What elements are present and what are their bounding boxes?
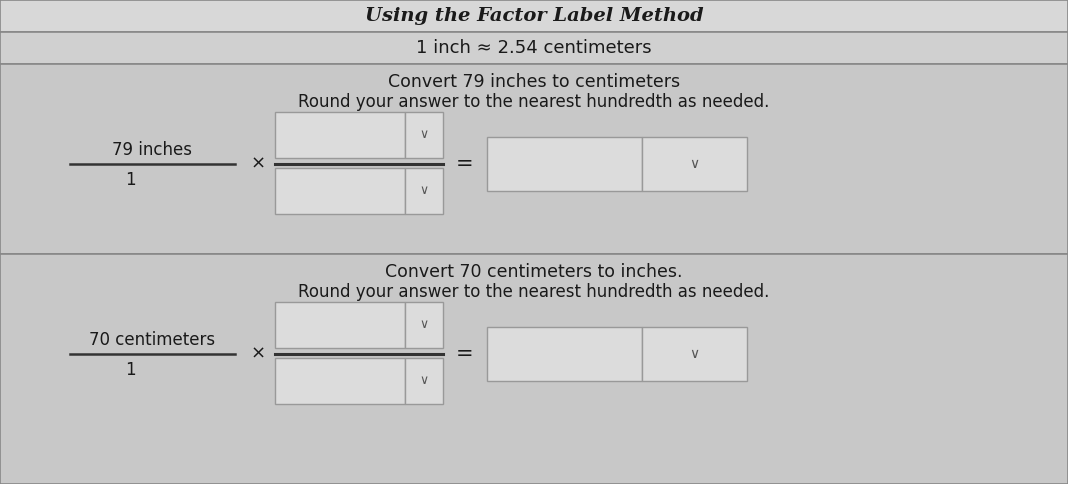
Text: 1: 1 [125, 171, 136, 189]
Bar [0, 64, 1068, 254]
Bar [405, 112, 443, 158]
Bar [274, 112, 405, 158]
Text: =: = [456, 344, 474, 364]
Text: 1: 1 [125, 361, 136, 379]
Bar [405, 302, 443, 348]
Text: =: = [456, 154, 474, 174]
Text: ∨: ∨ [690, 157, 700, 171]
Text: 1 inch ≈ 2.54 centimeters: 1 inch ≈ 2.54 centimeters [417, 39, 651, 57]
Text: ×: × [250, 345, 266, 363]
Text: ∨: ∨ [420, 184, 428, 197]
Bar [274, 358, 405, 404]
Text: ×: × [250, 155, 266, 173]
Text: Round your answer to the nearest hundredth as needed.: Round your answer to the nearest hundred… [298, 283, 770, 301]
Text: 79 inches: 79 inches [112, 141, 192, 159]
Text: ∨: ∨ [420, 128, 428, 141]
Bar [0, 0, 1068, 32]
Bar [642, 327, 747, 381]
Bar [487, 327, 642, 381]
Text: 70 centimeters: 70 centimeters [89, 331, 215, 349]
Text: ∨: ∨ [690, 347, 700, 361]
Text: Convert 70 centimeters to inches.: Convert 70 centimeters to inches. [386, 263, 682, 281]
Bar [642, 137, 747, 191]
Bar [274, 168, 405, 214]
Bar [405, 358, 443, 404]
Text: ∨: ∨ [420, 318, 428, 332]
Text: Convert 79 inches to centimeters: Convert 79 inches to centimeters [388, 73, 680, 91]
Text: ∨: ∨ [420, 375, 428, 388]
Bar [0, 254, 1068, 484]
Bar [405, 168, 443, 214]
Bar [0, 32, 1068, 64]
Text: Using the Factor Label Method: Using the Factor Label Method [364, 7, 704, 25]
Text: Round your answer to the nearest hundredth as needed.: Round your answer to the nearest hundred… [298, 93, 770, 111]
Bar [274, 302, 405, 348]
Bar [487, 137, 642, 191]
